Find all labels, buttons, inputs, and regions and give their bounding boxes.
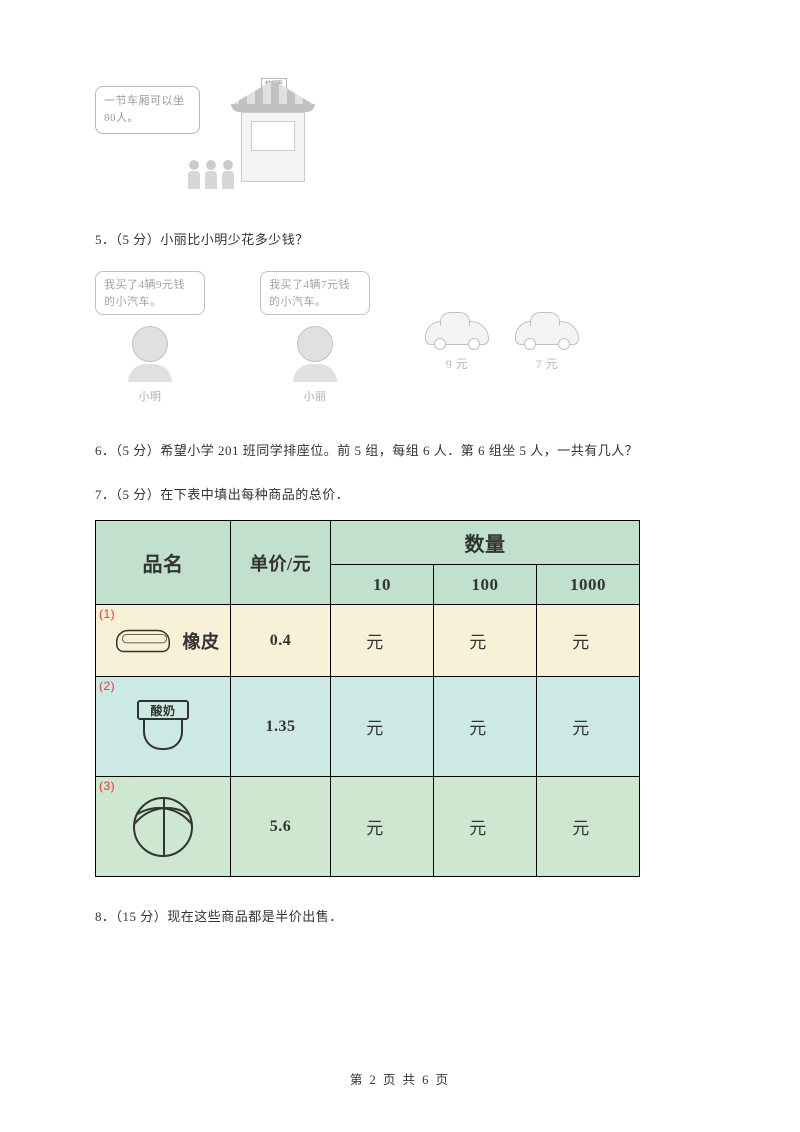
q4-speech-bubble: 一节车厢可以坐80人。	[95, 86, 200, 134]
price-9: 9 元	[425, 355, 489, 372]
yogurt-icon: 酸奶	[134, 700, 192, 754]
q7-prompt: 7．（5 分）在下表中填出每种商品的总价．	[95, 483, 705, 506]
hdr-qty: 数量	[331, 521, 640, 565]
q8-prompt: 8．（15 分）现在这些商品都是半价出售．	[95, 905, 705, 928]
q5-figure: 我买了4辆9元钱的小汽车。 我买了4辆7元钱的小汽车。 小明 小丽 9 元 7 …	[95, 271, 595, 411]
page-footer: 第 2 页 共 6 页	[0, 1069, 800, 1088]
cell-yuan: 元	[434, 677, 537, 777]
row-num-2: (2)	[99, 679, 115, 693]
price-eraser: 0.4	[231, 605, 331, 677]
cell-yuan: 元	[537, 677, 640, 777]
q4-figure: 一节车厢可以坐80人。 售票	[95, 80, 335, 200]
hdr-price: 单价/元	[231, 521, 331, 605]
q5-prompt: 5．（5 分）小丽比小明少花多少钱？	[95, 228, 705, 251]
label-eraser: 橡皮	[183, 628, 220, 654]
label-xiaoli: 小丽	[290, 388, 340, 404]
hdr-qty-1000: 1000	[537, 565, 640, 605]
q6-prompt: 6．（5 分）希望小学 201 班同学排座位。前 5 组，每组 6 人．第 6 …	[95, 439, 705, 462]
eraser-icon	[116, 629, 170, 652]
car-7yuan-icon: 7 元	[515, 321, 579, 356]
row-num-3: (3)	[99, 779, 115, 793]
price-ball: 5.6	[231, 777, 331, 877]
basketball-icon	[133, 797, 193, 857]
car-9yuan-icon: 9 元	[425, 321, 489, 356]
table-row: (2) 酸奶 1.35 元 元 元	[96, 677, 640, 777]
table-row: (1) 橡皮 0.4 元 元 元	[96, 605, 640, 677]
q5-bubble-xiaoli: 我买了4辆7元钱的小汽车。	[260, 271, 370, 315]
hdr-name: 品名	[96, 521, 231, 605]
row-num-1: (1)	[99, 607, 115, 621]
label-xiaoming: 小明	[125, 388, 175, 404]
hdr-qty-100: 100	[434, 565, 537, 605]
ticket-booth-icon: 售票	[223, 80, 323, 195]
cell-yuan: 元	[434, 777, 537, 877]
table-row: (3) 5.6 元 元 元	[96, 777, 640, 877]
hdr-qty-10: 10	[331, 565, 434, 605]
cell-yuan: 元	[331, 605, 434, 677]
q5-bubble-xiaoming: 我买了4辆9元钱的小汽车。	[95, 271, 205, 315]
cell-yuan: 元	[537, 605, 640, 677]
price-yogurt: 1.35	[231, 677, 331, 777]
cell-yuan: 元	[331, 677, 434, 777]
label-yogurt: 酸奶	[137, 700, 189, 720]
kid-xiaoming-icon: 小明	[125, 326, 175, 404]
q7-price-table: 品名 单价/元 数量 10 100 1000 (1) 橡皮 0.4 元 元 元 …	[95, 520, 640, 877]
cell-yuan: 元	[434, 605, 537, 677]
people-icon	[187, 160, 235, 190]
kid-xiaoli-icon: 小丽	[290, 326, 340, 404]
cell-yuan: 元	[537, 777, 640, 877]
cell-yuan: 元	[331, 777, 434, 877]
price-7: 7 元	[515, 355, 579, 372]
